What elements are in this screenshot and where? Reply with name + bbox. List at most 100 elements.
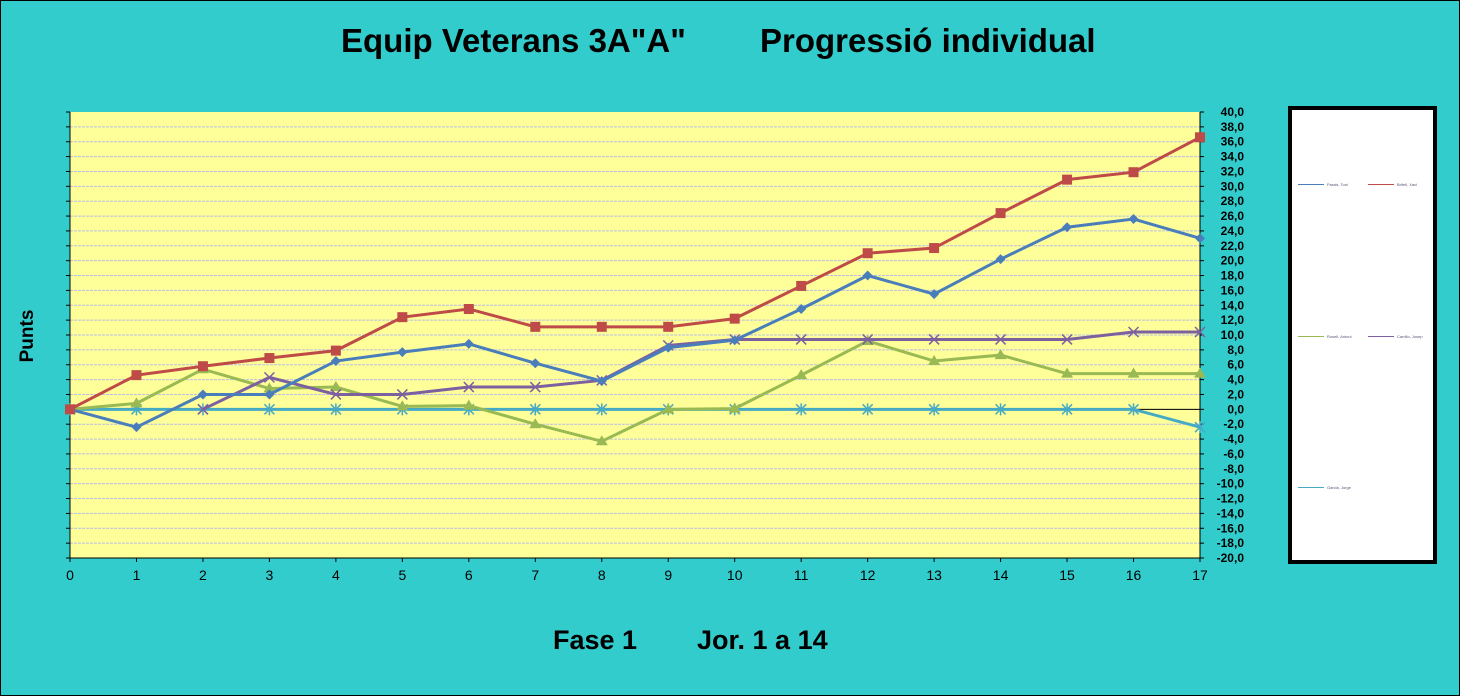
marker-diamond [796, 303, 807, 314]
marker-square [530, 321, 541, 332]
legend-label: Carrillo, Josep [1397, 334, 1423, 339]
x-tick-label: 9 [664, 567, 672, 583]
y-tick-label: 16,0 [1221, 283, 1245, 297]
marker-star [1194, 421, 1206, 434]
marker-diamond [596, 376, 607, 387]
marker-diamond [463, 338, 474, 349]
y-tick-label: -4,0 [1223, 432, 1244, 446]
y-tick-label: 14,0 [1221, 298, 1245, 312]
legend-item: Rosell, Antoni [1298, 334, 1351, 339]
y-tick-label: -12,0 [1217, 492, 1245, 506]
series-line [70, 407, 1201, 429]
y-tick-label: 18,0 [1221, 269, 1245, 283]
legend-item: Garcia, Jorge [1298, 485, 1351, 490]
series-1 [65, 132, 1205, 415]
legend-item: Carrillo, Josep [1368, 334, 1423, 339]
marker-x [795, 333, 807, 345]
marker-diamond [197, 389, 208, 400]
x-tick-label: 5 [398, 567, 406, 583]
legend-swatch [1368, 184, 1394, 185]
marker-star [1061, 403, 1073, 416]
y-tick-label: 24,0 [1221, 224, 1245, 238]
marker-diamond [1195, 233, 1205, 244]
x-tick-label: 6 [465, 567, 473, 583]
marker-x [1061, 333, 1073, 345]
x-tick-label: 16 [1126, 567, 1142, 583]
marker-square [463, 303, 474, 314]
x-tick-label: 3 [266, 567, 274, 583]
x-tick-label: 13 [926, 567, 942, 583]
marker-diamond [1062, 222, 1073, 233]
marker-triangle [994, 349, 1007, 360]
x-tick-label: 4 [332, 567, 340, 583]
series-line [69, 135, 1201, 411]
marker-diamond [995, 254, 1006, 265]
legend-swatch [1298, 336, 1324, 337]
legend-label: Parals, Toni [1327, 182, 1348, 187]
footer-rounds: Jor. 1 a 14 [697, 625, 828, 655]
legend-label: Brifell, Xavi [1397, 182, 1418, 187]
series-line [69, 339, 1200, 443]
marker-diamond [397, 347, 408, 358]
x-tick-label: 1 [133, 567, 141, 583]
marker-diamond [862, 270, 873, 281]
legend-label: Garcia, Jorge [1327, 485, 1352, 490]
y-tick-label: -8,0 [1223, 462, 1244, 476]
marker-star [330, 403, 342, 416]
marker-star [795, 403, 807, 416]
y-tick-label: 22,0 [1221, 239, 1245, 253]
marker-diamond [330, 356, 341, 367]
y-tick-label: 6,0 [1227, 358, 1244, 372]
series-line [69, 217, 1201, 429]
chart-title: Equip Veterans 3A"A" [341, 22, 686, 59]
marker-triangle [662, 403, 675, 414]
y-tick-label: 40,0 [1221, 105, 1245, 119]
marker-triangle [263, 382, 276, 393]
marker-square [1062, 174, 1073, 185]
marker-x [263, 371, 275, 383]
marker-triangle [795, 369, 808, 380]
y-tick-label: 38,0 [1221, 120, 1245, 134]
marker-x [995, 333, 1007, 345]
marker-square [929, 243, 940, 254]
y-tick-label: -20,0 [1217, 551, 1245, 565]
marker-square [1195, 132, 1205, 143]
marker-triangle [329, 381, 342, 392]
y-tick-label: 2,0 [1227, 387, 1244, 401]
y-tick-label: 10,0 [1221, 328, 1245, 342]
y-tick-label: -10,0 [1217, 477, 1245, 491]
y-tick-label: 4,0 [1227, 373, 1244, 387]
marker-star [1127, 403, 1140, 416]
marker-triangle [1194, 367, 1206, 378]
y-tick-label: -18,0 [1217, 536, 1245, 550]
y-tick-label: 12,0 [1221, 313, 1245, 327]
marker-star [596, 403, 608, 416]
y-tick-label: 0,0 [1227, 402, 1244, 416]
marker-diamond [530, 358, 541, 369]
legend-swatch [1298, 487, 1324, 488]
marker-x [463, 381, 475, 393]
marker-triangle [1061, 367, 1074, 378]
legend-swatch [1298, 184, 1324, 185]
footer-phase: Fase 1 [553, 625, 638, 655]
series-0 [65, 214, 1205, 433]
marker-square [995, 208, 1006, 219]
marker-square [796, 280, 807, 291]
x-tick-label: 2 [199, 567, 207, 583]
marker-star [862, 403, 874, 416]
y-tick-label: -14,0 [1217, 506, 1245, 520]
marker-triangle [462, 399, 475, 410]
marker-square [862, 248, 873, 259]
marker-x [529, 381, 541, 393]
marker-triangle [529, 418, 542, 429]
y-tick-label: 26,0 [1221, 209, 1245, 223]
legend: Parals, Toni Brifell, Xavi Rosell, Antoni C… [1288, 106, 1437, 564]
marker-x [330, 388, 342, 400]
y-tick-label: -16,0 [1217, 521, 1245, 535]
y-tick-label: 32,0 [1221, 164, 1245, 178]
x-tick-label: 15 [1059, 567, 1075, 583]
marker-star [263, 403, 275, 416]
y-tick-label: 34,0 [1221, 150, 1245, 164]
marker-square [729, 313, 740, 324]
